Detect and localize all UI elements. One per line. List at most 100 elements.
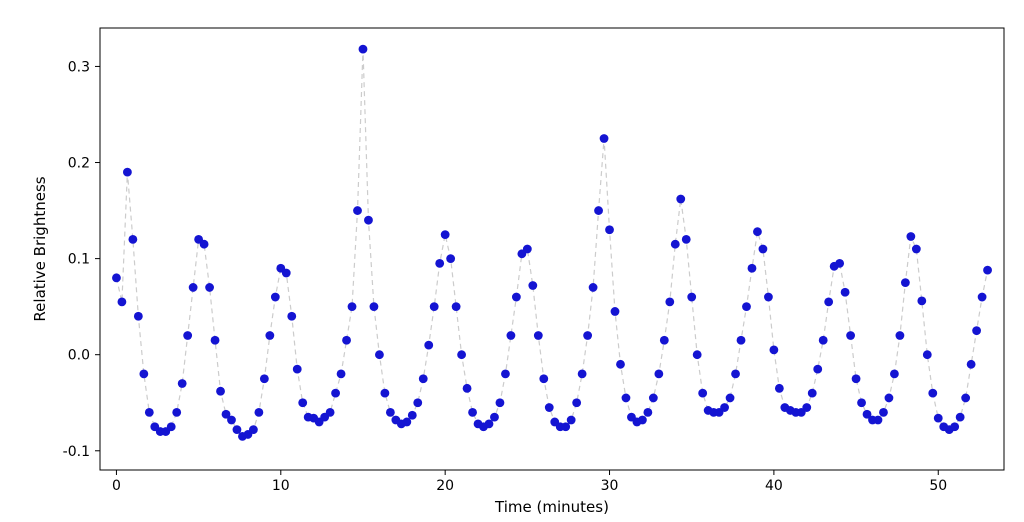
data-point: [846, 331, 855, 340]
data-point: [326, 408, 335, 417]
data-point: [441, 230, 450, 239]
y-tick-label: 0.3: [68, 59, 90, 75]
data-point: [342, 336, 351, 345]
data-point: [337, 370, 346, 379]
data-point: [813, 365, 822, 374]
data-point: [375, 350, 384, 359]
data-point: [731, 370, 740, 379]
data-point: [605, 225, 614, 234]
x-tick-label: 50: [929, 478, 947, 494]
x-tick-label: 0: [112, 478, 121, 494]
data-point: [139, 370, 148, 379]
data-point: [638, 416, 647, 425]
data-point: [950, 422, 959, 431]
data-point: [748, 264, 757, 273]
y-tick-label: -0.1: [63, 444, 90, 460]
data-point: [205, 283, 214, 292]
data-point: [857, 398, 866, 407]
data-point: [211, 336, 220, 345]
data-point: [698, 389, 707, 398]
data-point: [528, 281, 537, 290]
data-point: [759, 245, 768, 254]
data-point: [622, 394, 631, 403]
data-point: [720, 403, 729, 412]
data-point: [819, 336, 828, 345]
data-point: [594, 206, 603, 215]
data-point: [961, 394, 970, 403]
y-tick-label: 0.2: [68, 156, 90, 172]
data-point: [879, 408, 888, 417]
data-point: [841, 288, 850, 297]
data-point: [802, 403, 811, 412]
data-point: [507, 331, 516, 340]
data-point: [967, 360, 976, 369]
data-point: [687, 293, 696, 302]
data-point: [901, 278, 910, 287]
data-point: [906, 232, 915, 241]
data-point: [430, 302, 439, 311]
data-point: [589, 283, 598, 292]
data-point: [835, 259, 844, 268]
data-point: [983, 266, 992, 275]
data-point: [578, 370, 587, 379]
data-point: [972, 326, 981, 335]
data-point: [545, 403, 554, 412]
y-axis-label: Relative Brightness: [31, 176, 49, 321]
data-point: [649, 394, 658, 403]
data-point: [408, 411, 417, 420]
x-axis-label: Time (minutes): [494, 498, 609, 516]
data-point: [424, 341, 433, 350]
data-point: [435, 259, 444, 268]
data-point: [463, 384, 472, 393]
data-point: [419, 374, 428, 383]
data-point: [128, 235, 137, 244]
data-point: [600, 134, 609, 143]
data-point: [331, 389, 340, 398]
data-point: [178, 379, 187, 388]
data-point: [452, 302, 461, 311]
data-point: [446, 254, 455, 263]
data-point: [676, 195, 685, 204]
data-point: [172, 408, 181, 417]
data-point: [808, 389, 817, 398]
data-point: [183, 331, 192, 340]
data-point: [583, 331, 592, 340]
data-point: [753, 227, 762, 236]
data-point: [912, 245, 921, 254]
data-point: [534, 331, 543, 340]
data-point: [660, 336, 669, 345]
data-point: [737, 336, 746, 345]
data-point: [348, 302, 357, 311]
data-point: [249, 425, 258, 434]
data-point: [271, 293, 280, 302]
chart-bg: [0, 0, 1024, 522]
data-point: [112, 273, 121, 282]
data-point: [512, 293, 521, 302]
data-point: [616, 360, 625, 369]
data-point: [167, 422, 176, 431]
data-point: [298, 398, 307, 407]
data-point: [490, 413, 499, 422]
data-point: [742, 302, 751, 311]
data-point: [874, 416, 883, 425]
data-point: [265, 331, 274, 340]
data-point: [293, 365, 302, 374]
data-point: [890, 370, 899, 379]
x-tick-label: 20: [436, 478, 454, 494]
data-point: [956, 413, 965, 422]
data-point: [457, 350, 466, 359]
data-point: [567, 416, 576, 425]
data-point: [775, 384, 784, 393]
data-point: [370, 302, 379, 311]
data-point: [227, 416, 236, 425]
brightness-chart: 01020304050-0.10.00.10.20.3Time (minutes…: [0, 0, 1024, 522]
data-point: [611, 307, 620, 316]
x-tick-label: 10: [272, 478, 290, 494]
data-point: [200, 240, 209, 249]
data-point: [764, 293, 773, 302]
data-point: [978, 293, 987, 302]
data-point: [665, 297, 674, 306]
data-point: [572, 398, 581, 407]
data-point: [287, 312, 296, 321]
data-point: [824, 297, 833, 306]
